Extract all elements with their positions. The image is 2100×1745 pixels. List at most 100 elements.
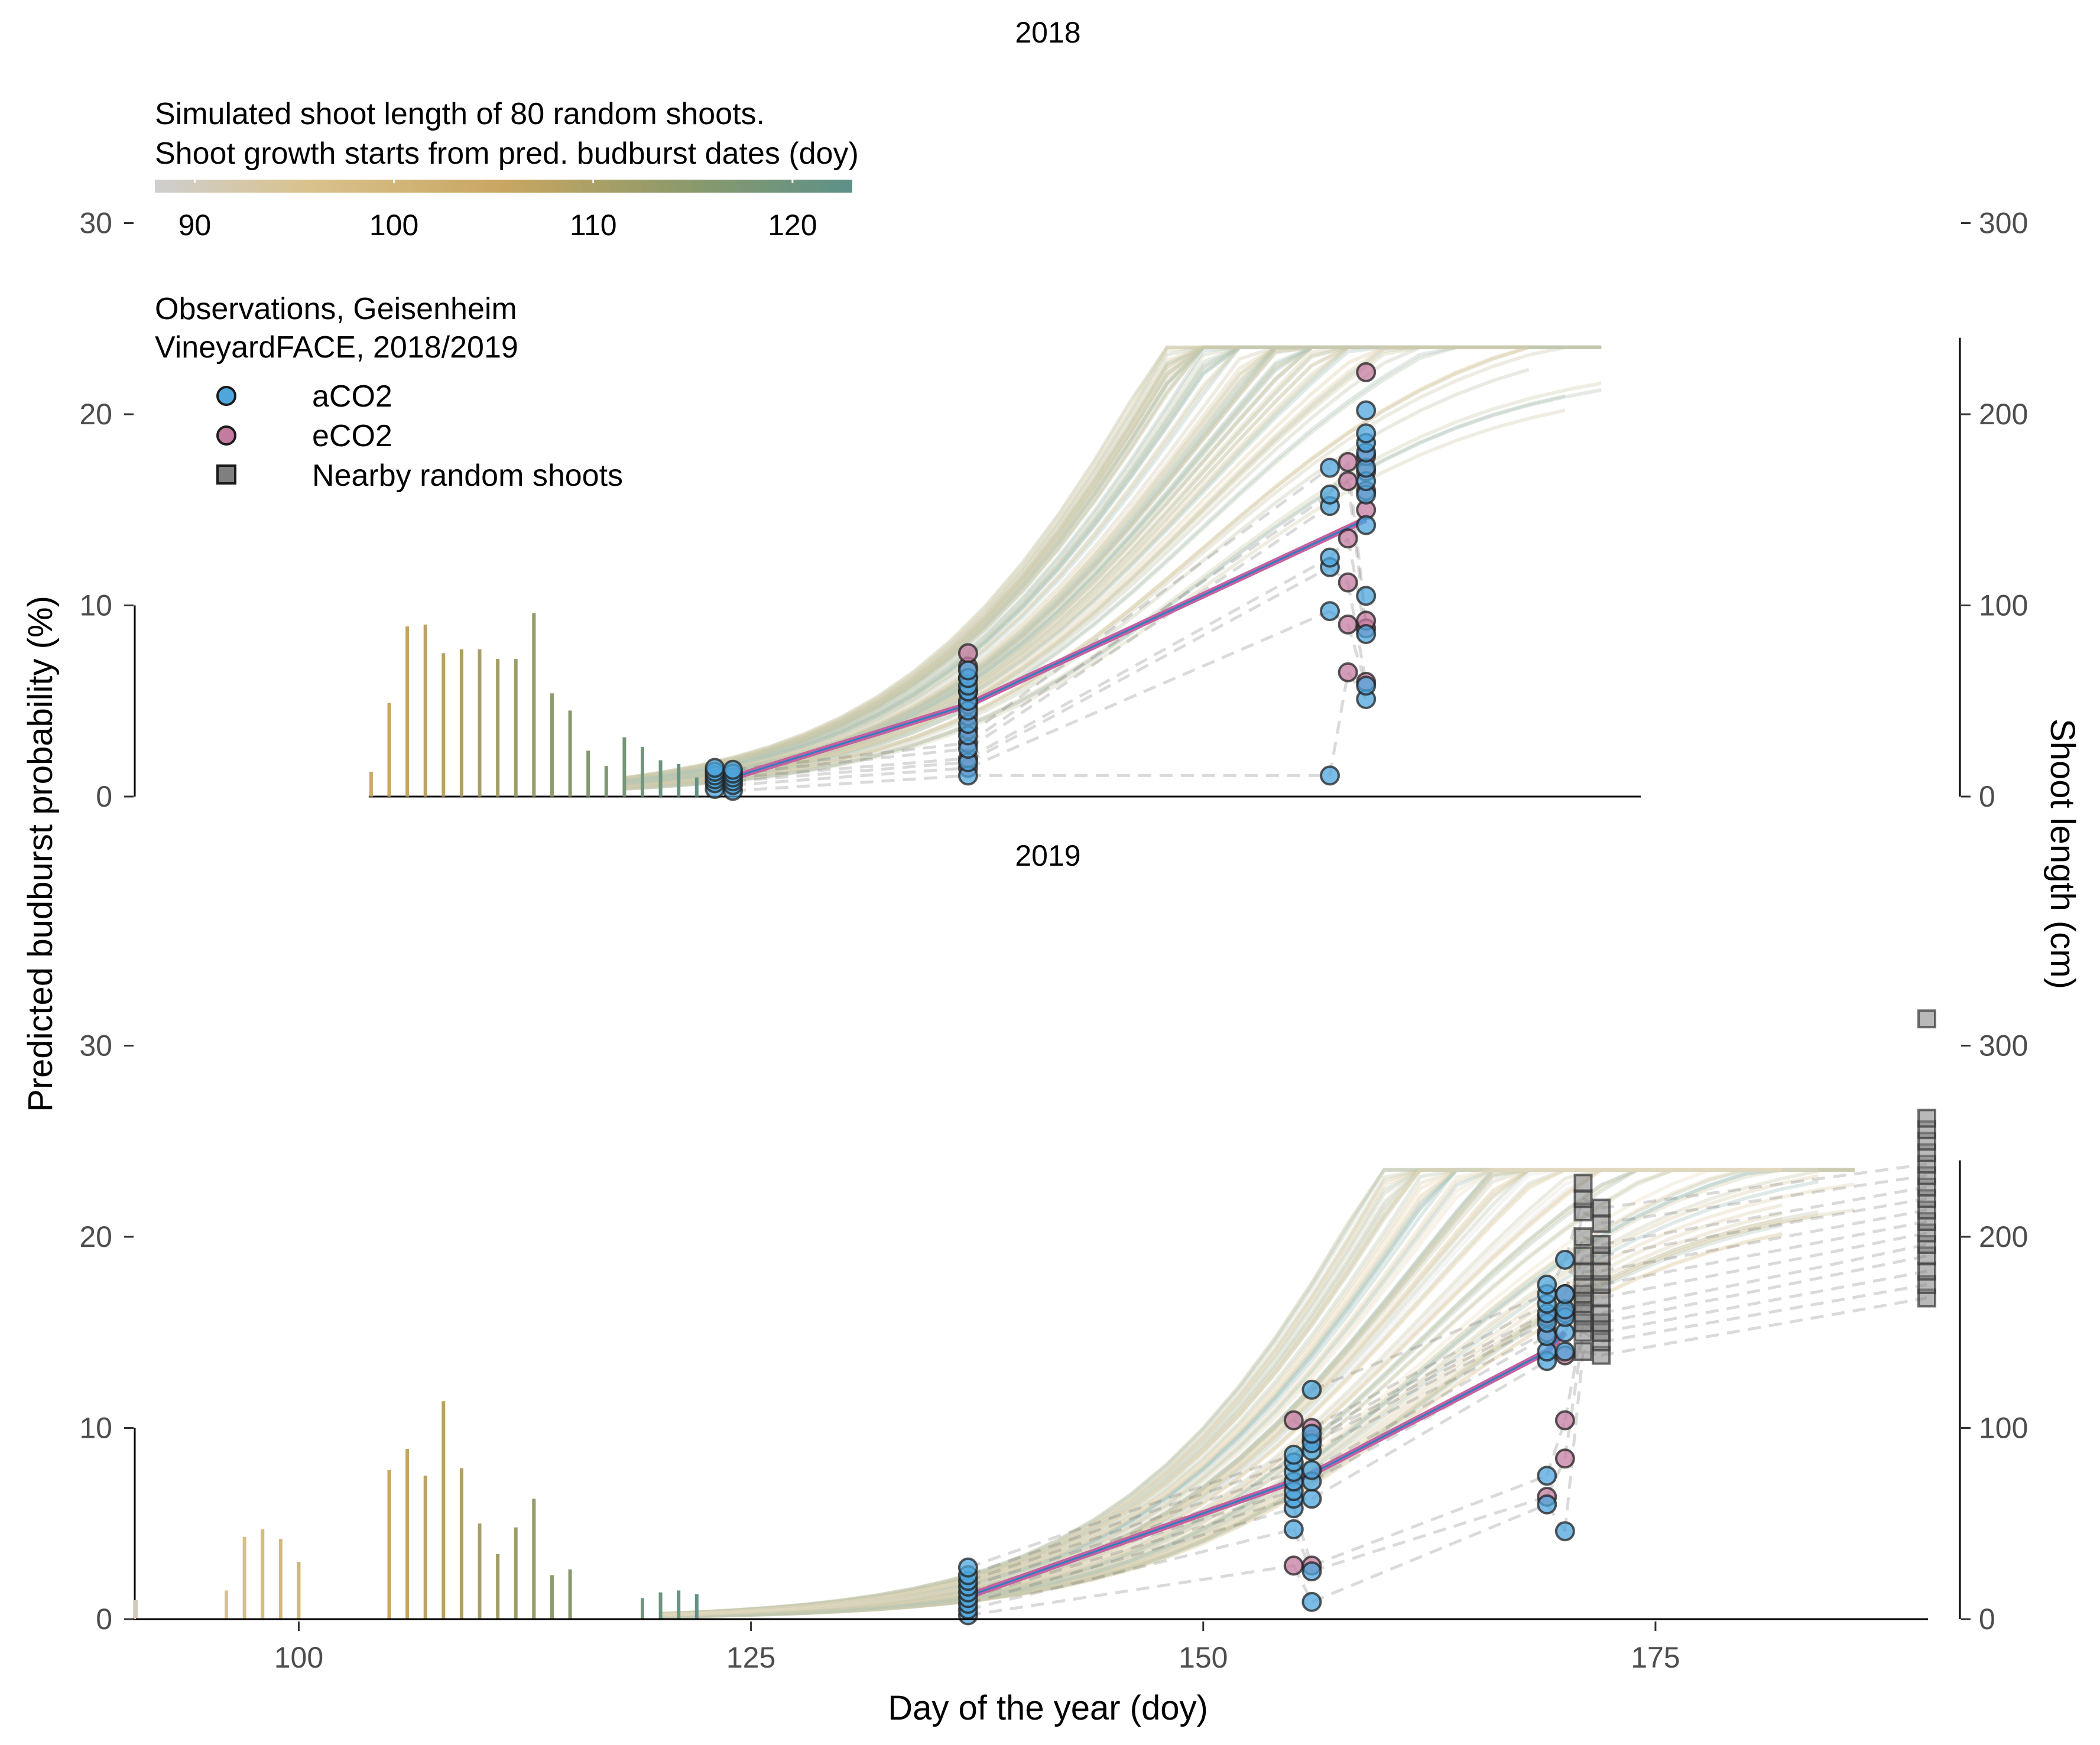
simulated-shoot-line xyxy=(660,1168,1819,1616)
simulated-shoot-line xyxy=(660,1168,1819,1616)
eco2-point xyxy=(1356,362,1377,382)
simulated-shoot-line xyxy=(660,1168,1819,1616)
aco2-point xyxy=(1301,1561,1322,1582)
x-tick-label: 125 xyxy=(726,1641,775,1674)
aco2-point xyxy=(1320,547,1340,568)
simulated-shoot-line xyxy=(660,1168,1819,1616)
random-shoot-point xyxy=(1917,1262,1936,1281)
simulated-shoot-line xyxy=(624,345,1565,788)
simulated-shoot-line xyxy=(624,345,1565,784)
colorbar xyxy=(155,180,852,193)
budburst-bar xyxy=(442,653,446,797)
simulated-shoot-line xyxy=(624,345,1529,780)
legend-random-label: Nearby random shoots xyxy=(312,459,623,493)
simulated-shoot-line xyxy=(660,1168,1819,1617)
budburst-bar xyxy=(532,613,536,797)
simulated-shoot-line xyxy=(660,1208,1855,1619)
aco2-point xyxy=(1554,1249,1575,1270)
simulated-shoot-line xyxy=(660,1168,1783,1618)
simulated-shoot-line xyxy=(624,345,1529,782)
connector-line xyxy=(732,774,969,792)
simulated-shoot-line xyxy=(660,1168,1855,1619)
budburst-bar xyxy=(586,750,590,797)
panel-title-2019: 2019 xyxy=(1015,839,1080,872)
simulated-shoots xyxy=(660,1168,1855,1619)
connector-line xyxy=(1311,1503,1548,1604)
budburst-bar xyxy=(459,649,463,797)
simulated-shoot-line xyxy=(624,345,1529,782)
legend-aco2-label: aCO2 xyxy=(312,379,392,414)
random-shoot-point xyxy=(1592,1304,1611,1323)
simulated-shoot-line xyxy=(624,345,1529,781)
connector-line xyxy=(967,566,1331,763)
aco2-point xyxy=(1356,624,1377,645)
eco2-point xyxy=(1554,1448,1575,1469)
simulated-shoot-line xyxy=(624,345,1529,789)
simulated-shoot-line xyxy=(660,1168,1855,1618)
simulated-shoot-line xyxy=(624,345,1602,789)
eco2-point xyxy=(1338,451,1358,472)
y-axis-left-title: Predicted budburst probability (%) xyxy=(21,596,60,1112)
budburst-bar xyxy=(423,1476,427,1619)
budburst-bar xyxy=(694,1594,699,1619)
x-axis-title: Day of the year (doy) xyxy=(888,1689,1208,1727)
simulated-shoot-line xyxy=(624,345,1565,784)
simulated-shoot-line xyxy=(624,345,1602,783)
connector-line xyxy=(1346,480,1368,629)
simulated-shoot-line xyxy=(660,1168,1855,1617)
simulated-shoot-line xyxy=(660,1168,1819,1617)
y-right-tick-label: 0 xyxy=(1979,1603,1995,1636)
connector-line xyxy=(968,1461,1294,1577)
simulated-shoot-line xyxy=(624,345,1565,784)
simulated-shoot-line xyxy=(660,1168,1783,1617)
simulated-shoot-line xyxy=(660,1168,1783,1618)
simulated-shoot-line xyxy=(624,345,1565,781)
simulated-shoot-line xyxy=(624,345,1529,781)
budburst-bar xyxy=(694,777,699,797)
aco2-point xyxy=(1356,586,1377,606)
simulated-shoot-line xyxy=(624,345,1565,785)
aco2-point xyxy=(1356,423,1377,444)
simulated-shoot-line xyxy=(624,345,1565,785)
y-right-tick-label: 0 xyxy=(1979,780,1995,813)
budburst-bar xyxy=(550,693,554,797)
budburst-bar xyxy=(297,1561,301,1619)
connector-line xyxy=(1311,1331,1548,1452)
y-left-tick-label: 0 xyxy=(96,1603,112,1636)
connector-line xyxy=(1311,1360,1548,1500)
x-tick-label: 150 xyxy=(1179,1641,1228,1674)
simulated-shoot-line xyxy=(660,1174,1819,1619)
simulated-shoot-line xyxy=(660,1168,1819,1617)
simulated-shoot-line xyxy=(660,1168,1855,1618)
colorbar-title-line-2: Shoot growth starts from pred. budburst … xyxy=(155,137,859,171)
aco2-point xyxy=(1356,515,1377,535)
connector-line xyxy=(1601,1162,1927,1210)
simulated-shoot-line xyxy=(660,1168,1783,1616)
connector-line xyxy=(968,1564,1294,1617)
simulated-shoot-line xyxy=(624,345,1530,789)
connector-line xyxy=(732,761,969,783)
simulated-shoot-line xyxy=(624,345,1602,784)
legend-random-marker xyxy=(216,464,236,485)
simulated-shoot-line xyxy=(660,1168,1819,1617)
connector-line xyxy=(1601,1185,1927,1246)
eco2-point xyxy=(1338,572,1358,593)
aco2-point xyxy=(1554,1284,1575,1305)
colorbar-tick-label: 120 xyxy=(768,209,817,242)
simulated-shoot-line xyxy=(660,1168,1855,1616)
random-shoot-point xyxy=(1592,1198,1611,1218)
eco2-point xyxy=(1338,614,1358,635)
y-right-tick-label: 300 xyxy=(1979,1029,2028,1062)
budburst-bar xyxy=(622,737,627,797)
simulated-shoot-line xyxy=(624,345,1602,784)
aco2-point xyxy=(1301,1460,1322,1480)
connector-line xyxy=(1601,1174,1927,1225)
simulated-shoot-line xyxy=(624,381,1602,791)
connector-line xyxy=(1311,1302,1548,1429)
connector-line xyxy=(1311,1312,1548,1435)
connector-line xyxy=(1601,1220,1927,1286)
budburst-bar xyxy=(387,1470,391,1619)
simulated-shoot-line xyxy=(660,1168,1855,1618)
